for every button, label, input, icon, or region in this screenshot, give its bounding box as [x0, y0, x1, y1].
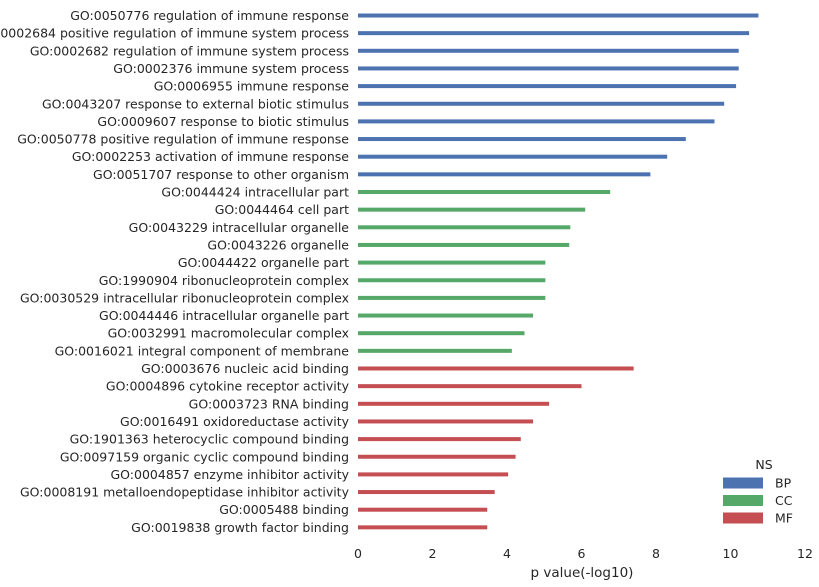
category-label-20: GO:0003676 nucleic acid binding: [141, 361, 349, 376]
category-labels-group: GO:0050776 regulation of immune response…: [0, 8, 350, 535]
category-label-11: GO:0044464 cell part: [215, 202, 349, 217]
legend-entries: BP CC MF: [723, 476, 793, 526]
bar-21: [358, 384, 582, 389]
bar-27: [358, 490, 495, 495]
category-label-22: GO:0003723 RNA binding: [189, 396, 349, 411]
category-label-23: GO:0016491 oxidoreductase activity: [120, 414, 350, 429]
legend-label-bp: BP: [775, 476, 792, 491]
bar-19: [358, 348, 512, 353]
category-label-5: GO:0043207 response to external biotic s…: [42, 96, 349, 111]
x-tick-label-3: 6: [578, 546, 586, 561]
bar-26: [358, 472, 509, 477]
x-tick-label-2: 4: [503, 546, 511, 561]
bar-7: [358, 137, 686, 142]
bar-5: [358, 101, 725, 106]
category-label-1: GO:0002684 positive regulation of immune…: [0, 26, 349, 41]
x-tick-label-6: 12: [797, 546, 813, 561]
bar-18: [358, 331, 525, 336]
bars-group: [358, 13, 759, 530]
bar-22: [358, 401, 550, 406]
bar-13: [358, 242, 570, 247]
category-label-24: GO:1901363 heterocyclic compound binding: [70, 432, 349, 447]
legend-label-mf: MF: [775, 511, 793, 526]
bar-12: [358, 225, 571, 230]
category-label-9: GO:0051707 response to other organism: [93, 167, 349, 182]
bar-10: [358, 190, 611, 194]
bar-6: [358, 119, 715, 124]
bar-28: [358, 507, 488, 512]
legend-label-cc: CC: [775, 493, 793, 508]
category-label-25: GO:0097159 organic cyclic compound bindi…: [60, 449, 349, 464]
bar-3: [358, 66, 739, 71]
category-label-3: GO:0002376 immune system process: [113, 61, 349, 76]
legend-swatch-cc: [723, 495, 763, 506]
legend-swatch-mf: [723, 512, 763, 524]
bar-23: [358, 419, 534, 424]
category-label-2: GO:0002682 regulation of immune system p…: [30, 43, 349, 58]
x-tick-label-0: 0: [354, 546, 362, 561]
bar-24: [358, 437, 521, 442]
x-tick-label-4: 8: [652, 546, 660, 561]
bar-16: [358, 295, 546, 300]
bar-25: [358, 454, 516, 459]
category-label-14: GO:0044422 organelle part: [178, 255, 349, 270]
category-label-7: GO:0050778 positive regulation of immune…: [17, 132, 349, 147]
bar-0: [358, 13, 759, 18]
category-label-28: GO:0005488 binding: [219, 502, 349, 517]
category-label-29: GO:0019838 growth factor binding: [131, 520, 349, 535]
x-tick-label-5: 10: [723, 546, 739, 561]
bar-2: [358, 48, 739, 53]
bar-15: [358, 278, 546, 283]
x-axis-ticks-group: 0 2 4 6 8 10 12: [354, 546, 813, 561]
bar-14: [358, 260, 546, 265]
category-label-4: GO:0006955 immune response: [154, 79, 350, 94]
legend-title: NS: [755, 457, 772, 472]
x-axis-title: p value(-log10): [531, 565, 634, 581]
category-label-13: GO:0043226 organelle: [207, 237, 349, 252]
legend: NS BP CC MF: [723, 457, 793, 526]
category-label-17: GO:0044446 intracellular organelle part: [99, 308, 349, 323]
category-label-8: GO:0002253 activation of immune response: [72, 149, 349, 164]
legend-swatch-bp: [723, 477, 763, 489]
category-label-16: GO:0030529 intracellular ribonucleoprote…: [20, 290, 349, 305]
bar-4: [358, 84, 737, 89]
category-label-26: GO:0004857 enzyme inhibitor activity: [110, 467, 349, 482]
category-label-12: GO:0043229 intracellular organelle: [129, 220, 350, 235]
category-label-27: GO:0008191 metalloendopeptidase inhibito…: [20, 485, 350, 500]
bar-29: [358, 525, 488, 530]
category-label-10: GO:0044424 intracellular part: [161, 185, 349, 200]
category-label-6: GO:0009607 response to biotic stimulus: [97, 114, 349, 129]
category-label-21: GO:0004896 cytokine receptor activity: [106, 379, 350, 394]
bar-17: [358, 313, 534, 318]
category-label-18: GO:0032991 macromolecular complex: [108, 326, 349, 341]
category-label-0: GO:0050776 regulation of immune response: [70, 8, 349, 23]
bar-8: [358, 154, 668, 159]
category-label-19: GO:0016021 integral component of membran…: [55, 343, 350, 358]
bar-9: [358, 172, 651, 177]
x-tick-label-1: 2: [429, 546, 437, 561]
category-label-15: GO:1990904 ribonucleoprotein complex: [99, 273, 349, 288]
bar-1: [358, 31, 750, 36]
bar-11: [358, 207, 586, 212]
bar-20: [358, 366, 634, 371]
